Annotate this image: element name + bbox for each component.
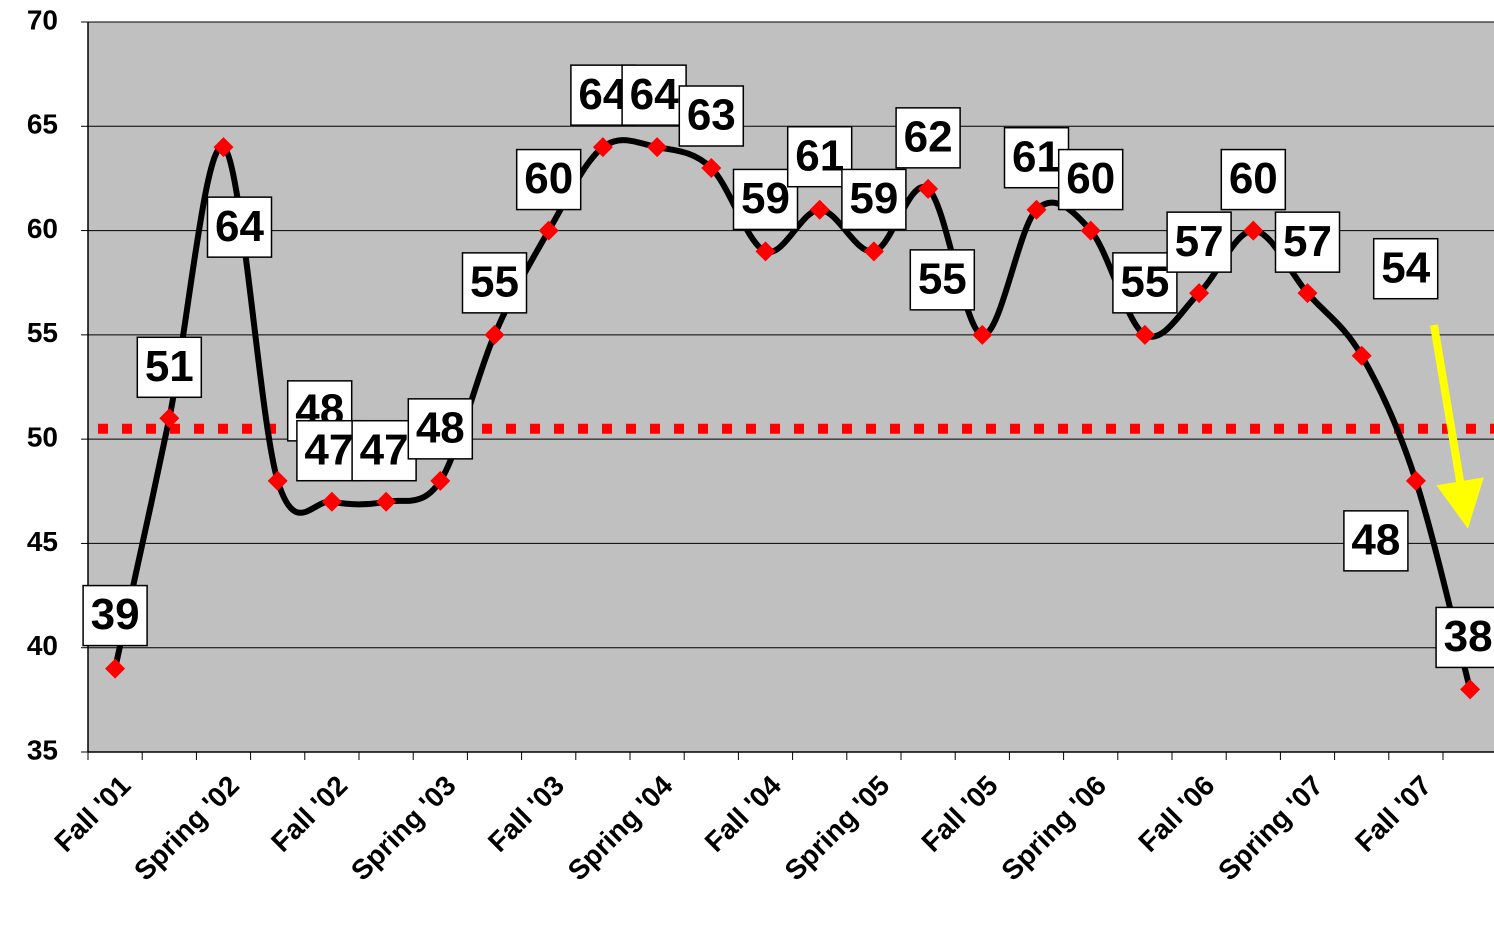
marker [972, 324, 993, 345]
y-tick-label: 70 [27, 4, 58, 35]
data-label-box [1003, 126, 1070, 189]
x-tick-label: Spring '02 [128, 770, 245, 887]
marker [213, 137, 234, 158]
data-label: 63 [687, 91, 736, 140]
marker [918, 178, 939, 199]
x-tick-label: Fall '05 [916, 770, 1004, 858]
marker [430, 470, 451, 491]
arrow [1430, 324, 1484, 529]
y-tick-label: 65 [27, 109, 58, 140]
data-label: 64 [215, 202, 264, 251]
y-tick-label: 45 [27, 526, 58, 557]
marker [1189, 283, 1210, 304]
data-label-box [841, 168, 907, 231]
data-label: 59 [849, 174, 898, 223]
data-label-box [678, 85, 745, 147]
marker [809, 199, 830, 220]
marker [1080, 220, 1101, 241]
data-label: 60 [524, 154, 573, 203]
marker [1243, 220, 1264, 241]
marker [1134, 324, 1155, 345]
data-label: 62 [904, 112, 953, 161]
data-label: 38 [1444, 612, 1493, 661]
data-label-box [1435, 606, 1494, 669]
data-label: 60 [1066, 154, 1115, 203]
y-tick-label: 50 [27, 422, 58, 453]
x-tick-label: Fall '07 [1349, 770, 1437, 858]
marker [1460, 679, 1481, 700]
data-label: 39 [91, 590, 140, 639]
marker [647, 137, 668, 158]
data-label: 57 [1283, 217, 1332, 266]
data-label-box [1274, 211, 1341, 273]
data-label-box [1220, 148, 1287, 211]
data-label: 55 [918, 254, 967, 303]
data-label-box [786, 125, 853, 188]
data-label-box [136, 336, 203, 399]
data-label-box [1343, 510, 1409, 572]
y-tick-label: 35 [27, 734, 58, 765]
data-label-box [82, 584, 148, 647]
data-label-box [296, 419, 362, 482]
data-label: 64 [630, 70, 679, 119]
marker [376, 491, 397, 512]
marker [755, 241, 776, 262]
data-label-box [1057, 148, 1124, 211]
data-label-box [621, 64, 687, 126]
y-tick-label: 40 [27, 630, 58, 661]
x-tick-label: Spring '05 [779, 770, 896, 887]
marker [321, 491, 342, 512]
marker [1405, 470, 1426, 491]
data-label-box [351, 419, 417, 482]
data-label: 51 [145, 342, 194, 391]
y-tick-label: 60 [27, 213, 58, 244]
marker [1026, 199, 1047, 220]
x-tick-label: Fall '03 [482, 770, 570, 858]
data-label: 64 [578, 70, 627, 119]
marker [1351, 345, 1372, 366]
data-label: 48 [416, 403, 465, 452]
marker [267, 470, 288, 491]
data-label: 59 [741, 174, 790, 223]
data-label: 61 [795, 131, 844, 180]
data-label: 47 [360, 425, 409, 474]
x-tick-label: Fall '06 [1132, 770, 1220, 858]
data-label: 57 [1175, 217, 1224, 266]
x-tick-label: Spring '03 [345, 770, 462, 887]
marker [701, 158, 722, 178]
x-tick-label: Fall '02 [265, 770, 353, 858]
data-label-box [895, 107, 961, 169]
data-label: 55 [1120, 257, 1169, 306]
x-tick-label: Spring '06 [995, 770, 1112, 887]
data-label: 48 [1351, 515, 1400, 564]
x-tick-label: Spring '04 [562, 769, 679, 886]
data-label-box [515, 148, 582, 211]
data-label: 54 [1381, 243, 1430, 292]
data-label-box [1166, 211, 1232, 273]
marker [1297, 283, 1318, 304]
data-label: 55 [470, 257, 519, 306]
data-label-box [206, 196, 273, 258]
data-label-box [407, 398, 474, 460]
data-label-box [1112, 252, 1178, 314]
data-label-box [461, 252, 528, 314]
x-tick-label: Fall '01 [48, 770, 136, 858]
marker [159, 408, 180, 429]
marker [592, 137, 613, 158]
x-tick-label: Fall '04 [699, 769, 788, 858]
marker [484, 324, 505, 345]
data-label: 60 [1229, 154, 1278, 203]
data-label-box [909, 249, 976, 311]
marker [538, 220, 559, 241]
marker [863, 241, 884, 262]
marker [105, 658, 126, 679]
data-label-box [732, 168, 799, 231]
x-tick-label: Spring '07 [1212, 770, 1329, 887]
data-label: 47 [304, 425, 353, 474]
data-label: 61 [1012, 132, 1061, 181]
data-label-box [1372, 237, 1439, 300]
y-tick-label: 55 [27, 317, 58, 348]
